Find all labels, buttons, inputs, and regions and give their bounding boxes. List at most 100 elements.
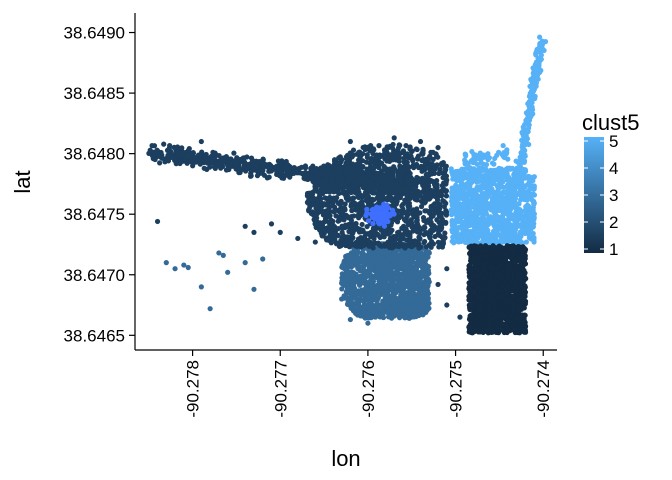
data-point xyxy=(173,161,179,167)
data-point xyxy=(396,173,402,179)
data-point xyxy=(308,210,315,217)
data-point xyxy=(500,217,507,223)
data-point xyxy=(465,160,471,167)
data-point xyxy=(172,156,178,162)
data-point xyxy=(402,308,408,315)
data-point xyxy=(429,171,435,177)
data-point xyxy=(489,160,496,166)
data-point xyxy=(331,157,338,163)
data-point xyxy=(414,146,420,153)
data-point xyxy=(386,267,393,274)
data-point xyxy=(318,230,324,236)
data-point xyxy=(391,135,397,141)
data-point xyxy=(329,178,335,184)
data-point xyxy=(154,147,160,153)
data-point xyxy=(504,172,510,178)
data-point xyxy=(374,253,381,259)
data-point xyxy=(406,305,412,311)
data-point xyxy=(413,197,420,203)
data-point xyxy=(480,191,486,197)
data-point xyxy=(386,244,393,251)
data-point xyxy=(431,202,437,208)
data-point xyxy=(347,241,353,247)
data-point xyxy=(365,231,371,237)
data-point xyxy=(532,73,538,79)
data-point xyxy=(503,224,509,230)
data-point xyxy=(363,186,369,192)
data-point xyxy=(509,229,515,236)
data-point xyxy=(454,186,460,192)
data-point xyxy=(496,149,502,155)
data-point xyxy=(426,154,433,160)
data-point xyxy=(519,216,525,222)
data-point xyxy=(407,144,413,150)
data-point xyxy=(342,293,348,299)
data-point xyxy=(398,187,404,193)
data-point xyxy=(477,150,483,156)
data-point xyxy=(496,191,502,197)
data-point xyxy=(268,168,275,174)
data-point xyxy=(352,200,358,206)
data-point xyxy=(404,167,410,173)
data-point xyxy=(164,147,171,153)
data-point xyxy=(523,110,530,116)
data-point xyxy=(414,174,420,181)
data-point xyxy=(498,179,504,185)
data-point xyxy=(419,180,425,186)
data-point xyxy=(266,174,272,180)
data-point xyxy=(365,313,371,320)
data-point xyxy=(435,239,441,245)
data-point xyxy=(190,150,196,156)
data-point xyxy=(516,209,522,215)
data-point xyxy=(361,243,367,249)
data-point xyxy=(448,198,455,204)
data-point xyxy=(392,243,398,249)
data-point xyxy=(368,299,374,306)
data-point xyxy=(330,203,336,209)
data-point xyxy=(504,208,510,214)
data-point xyxy=(531,192,538,198)
data-point xyxy=(410,275,416,281)
data-point xyxy=(472,157,478,164)
data-point xyxy=(537,57,543,63)
data-point xyxy=(463,235,469,241)
data-point xyxy=(403,242,410,249)
data-point xyxy=(454,197,460,203)
data-point xyxy=(309,167,315,173)
data-point xyxy=(397,302,403,309)
data-point xyxy=(314,196,320,202)
data-point xyxy=(380,231,386,237)
data-point xyxy=(475,216,481,222)
data-point xyxy=(337,168,343,174)
data-point xyxy=(456,213,462,219)
data-point xyxy=(396,283,403,289)
data-point xyxy=(380,314,387,321)
data-point xyxy=(382,243,388,249)
data-point xyxy=(402,313,408,320)
data-point xyxy=(251,229,257,235)
data-point xyxy=(369,283,375,289)
data-point xyxy=(427,191,433,198)
data-point xyxy=(512,218,518,224)
data-point xyxy=(460,208,466,214)
data-point xyxy=(525,231,532,237)
data-point xyxy=(454,173,460,179)
data-point xyxy=(295,235,301,242)
data-point xyxy=(344,234,351,240)
data-point xyxy=(453,169,459,175)
data-point xyxy=(459,176,465,183)
data-point xyxy=(352,241,358,247)
data-point xyxy=(370,225,376,232)
data-point xyxy=(538,44,545,51)
data-point xyxy=(423,244,429,250)
data-point xyxy=(525,120,531,126)
data-point xyxy=(531,239,537,245)
data-point xyxy=(351,295,358,301)
data-point xyxy=(475,235,481,241)
data-point xyxy=(404,159,410,165)
data-point xyxy=(370,146,377,152)
data-point xyxy=(433,183,439,189)
data-point xyxy=(367,179,373,185)
data-point xyxy=(524,129,530,136)
data-point xyxy=(456,190,462,196)
